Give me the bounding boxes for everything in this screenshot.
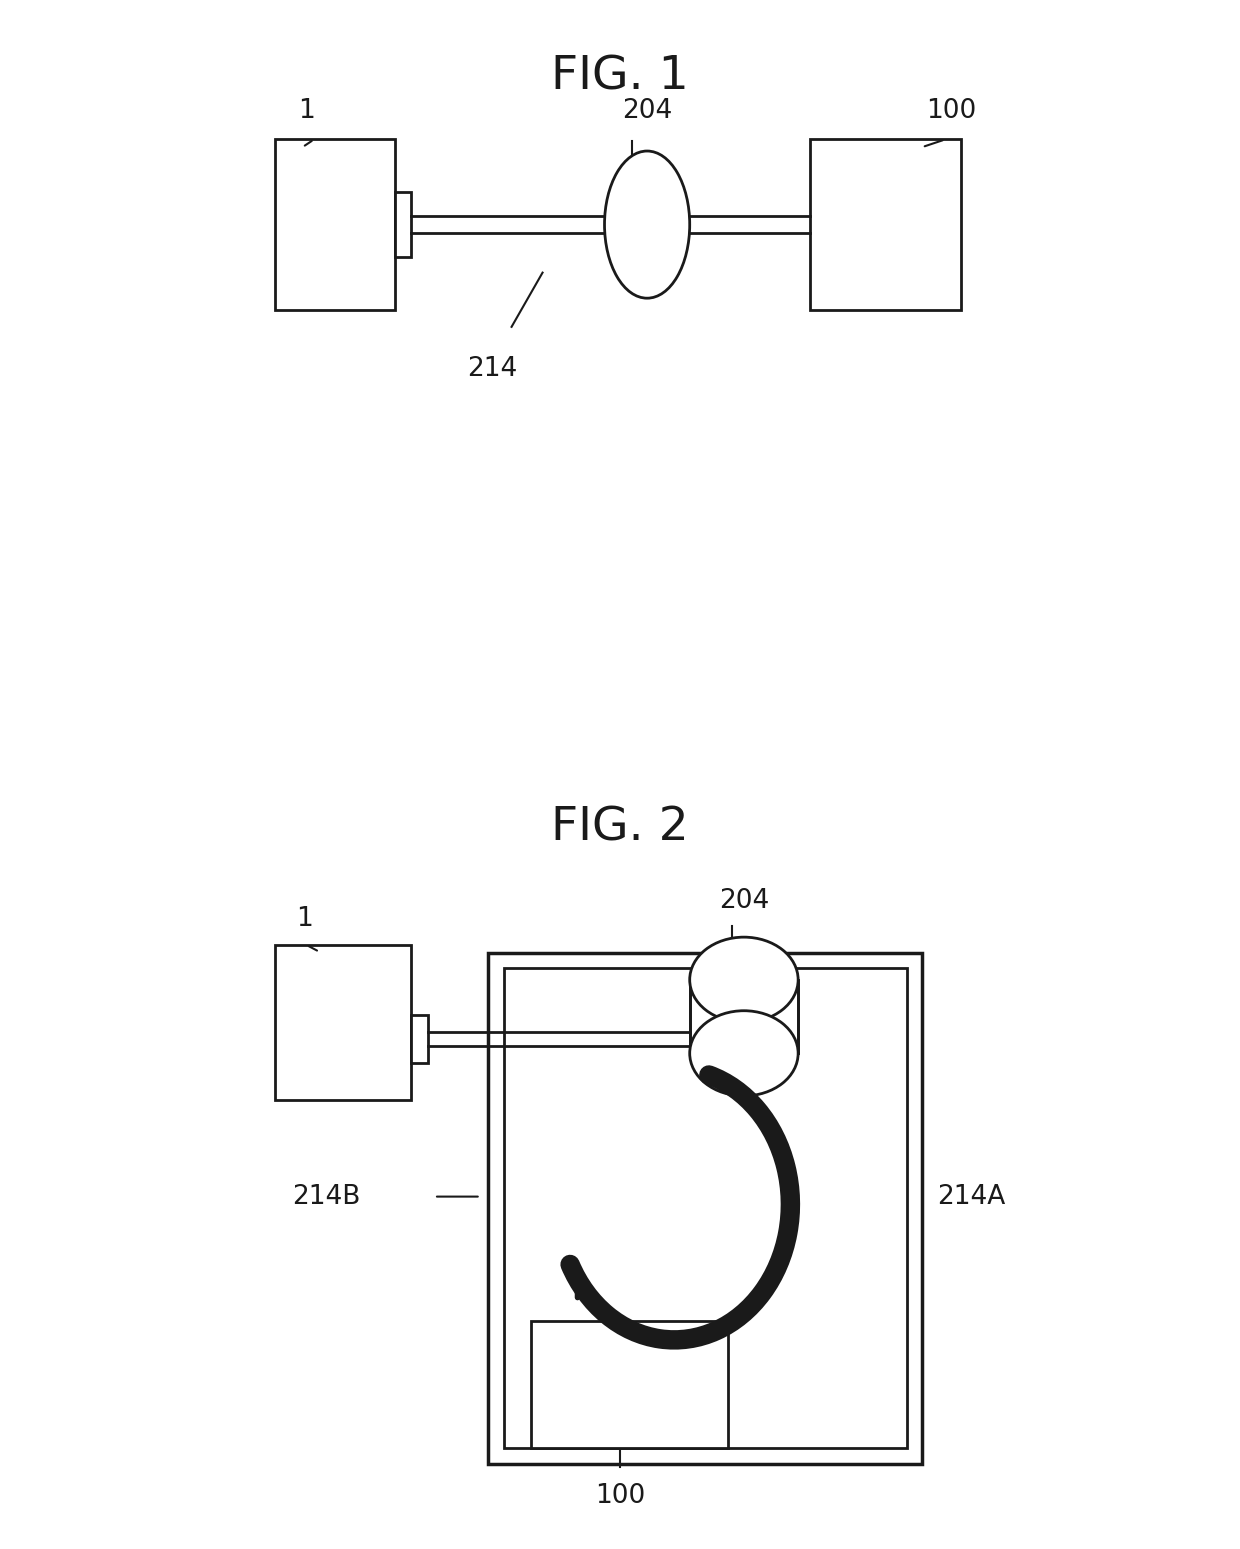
Bar xyxy=(396,192,410,257)
Text: 214B: 214B xyxy=(293,1183,361,1210)
Bar xyxy=(689,981,799,1053)
Text: 1: 1 xyxy=(296,906,312,932)
Text: 214: 214 xyxy=(467,356,517,383)
Text: 204: 204 xyxy=(719,888,769,914)
Bar xyxy=(489,953,923,1464)
Text: FIG. 2: FIG. 2 xyxy=(551,805,689,850)
Text: 100: 100 xyxy=(926,98,976,124)
Bar xyxy=(410,1015,428,1063)
Bar xyxy=(810,139,961,310)
Bar xyxy=(531,1320,728,1448)
Bar xyxy=(503,968,906,1448)
Ellipse shape xyxy=(605,152,689,299)
Text: 100: 100 xyxy=(595,1484,645,1509)
Text: FIG. 1: FIG. 1 xyxy=(551,54,689,99)
Text: 214A: 214A xyxy=(937,1183,1006,1210)
Ellipse shape xyxy=(689,937,799,1022)
Text: 204: 204 xyxy=(622,98,672,124)
Bar xyxy=(275,945,410,1100)
Bar xyxy=(275,139,396,310)
Ellipse shape xyxy=(689,1011,799,1097)
Text: 1: 1 xyxy=(299,98,315,124)
